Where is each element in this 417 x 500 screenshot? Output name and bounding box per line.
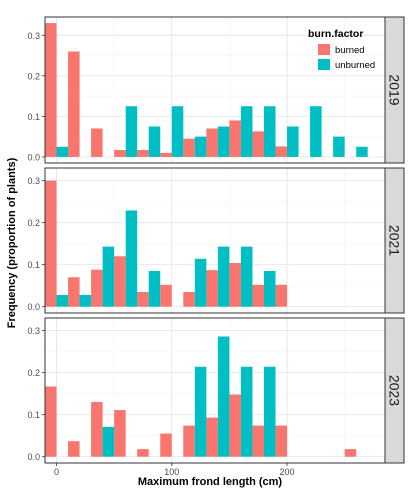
bar-burned-2023-200	[275, 425, 288, 457]
y-tick-label: 0.0	[27, 152, 40, 162]
y-axis-title: Frequency (proportion of plants)	[6, 157, 18, 328]
bar-burned-2019-140	[206, 128, 218, 157]
bar-burned-2021-60	[114, 256, 126, 307]
y-tick-label: 0.2	[27, 368, 40, 378]
x-tick-label: 100	[164, 467, 179, 477]
y-tick-label: 0.2	[27, 71, 40, 81]
y-tick-label: 0.0	[27, 452, 40, 462]
y-tick-label: 0.2	[27, 218, 40, 228]
bar-burned-2023-60	[114, 410, 126, 457]
bar-unburned-2019-60	[125, 106, 138, 157]
bar-burned-2021-40	[91, 269, 103, 307]
bar-unburned-2021-80	[148, 270, 161, 307]
y-tick-label: 0.0	[27, 302, 40, 312]
bar-burned-2019-120	[183, 138, 195, 157]
bar-burned-2021-200	[275, 284, 288, 307]
bar-burned-2021-120	[183, 291, 195, 307]
legend-title: burn.factor	[308, 28, 363, 40]
x-tick-label: 200	[280, 467, 295, 477]
bar-burned-2021-100	[160, 284, 172, 307]
bar-burned-2019-160	[229, 120, 241, 157]
bar-burned-2023-80	[137, 449, 149, 457]
bar-burned-2021-180	[252, 284, 264, 307]
bar-burned-2021-80	[137, 291, 149, 307]
y-tick-label: 0.3	[27, 176, 40, 186]
facet-strip	[384, 167, 405, 314]
facet-strip-label: 2019	[387, 74, 403, 105]
facet-strip	[384, 16, 405, 164]
bar-unburned-2021-60	[125, 210, 138, 307]
bar-unburned-2023-120	[194, 366, 207, 457]
bar-unburned-2019-80	[148, 126, 161, 157]
x-axis: 0 100 200	[54, 463, 295, 477]
bar-unburned-2023-160	[240, 366, 253, 457]
bar-unburned-2019-180	[263, 106, 276, 157]
bar-burned-2021-20	[68, 277, 80, 307]
bar-unburned-2019-160	[240, 106, 253, 157]
bar-burned-2021-160	[229, 262, 241, 307]
bar-burned-2019-40	[91, 128, 103, 157]
bar-unburned-2021-180	[263, 270, 276, 307]
legend: burn.factor burned unburned	[308, 28, 375, 71]
bar-unburned-2021-160	[240, 246, 253, 307]
bar-burned-2019-180	[252, 131, 264, 157]
x-axis-title: Maximum frond length (cm)	[138, 476, 283, 488]
y-tick-label: 0.3	[27, 31, 40, 41]
facet-strip-label: 2023	[387, 375, 403, 406]
bar-burned-2023-20	[68, 441, 80, 457]
bar-burned-2023-0	[45, 386, 57, 457]
y-tick-label: 0.1	[27, 112, 40, 122]
facet-panel-2023: 0.0 0.1 0.2 0.3 2023	[27, 317, 405, 464]
facet-panels: 0.00.10.20.320190.00.10.20.320210.00.10.…	[27, 16, 405, 464]
y-tick-label: 0.1	[27, 410, 40, 420]
bar-unburned-2023-40	[102, 426, 115, 457]
bar-unburned-2019-200	[287, 126, 299, 157]
facet-panel-2021: 0.0 0.1 0.2 0.3 2021	[27, 167, 405, 314]
legend-key-unburned	[318, 59, 330, 70]
bar-burned-2021-140	[206, 270, 218, 307]
bar-burned-2023-40	[91, 402, 103, 457]
facet-panel-2019: 0.0 0.1 0.2 0.3 2019	[27, 16, 405, 164]
bar-burned-2023-260	[344, 449, 357, 457]
bar-unburned-2019-220	[310, 106, 322, 157]
facet-strip	[384, 317, 405, 464]
bar-burned-2019-20	[68, 51, 80, 157]
bar-unburned-2019-140	[217, 126, 230, 157]
bar-burned-2019-200	[275, 146, 288, 157]
facet-strip-label: 2021	[387, 225, 403, 256]
y-tick-label: 0.3	[27, 326, 40, 336]
legend-key-burned	[318, 44, 330, 55]
bar-unburned-2019-260	[356, 146, 368, 157]
bar-burned-2023-120	[183, 425, 195, 457]
bar-unburned-2021-140	[217, 246, 230, 307]
bar-unburned-2021-40	[102, 246, 115, 307]
bar-burned-2021-0	[45, 180, 57, 307]
bar-unburned-2023-180	[263, 366, 276, 457]
bar-unburned-2023-140	[217, 336, 230, 457]
bar-unburned-2019-0	[56, 146, 69, 157]
bar-burned-2023-160	[229, 394, 241, 457]
bar-burned-2019-0	[45, 23, 57, 157]
bar-unburned-2021-0	[56, 294, 69, 307]
legend-label-unburned: unburned	[335, 60, 375, 71]
x-tick-label: 0	[54, 467, 59, 477]
bar-burned-2019-60	[114, 150, 126, 157]
bar-unburned-2019-120	[194, 136, 207, 157]
bar-unburned-2021-20	[79, 294, 92, 307]
y-tick-label: 0.1	[27, 260, 40, 270]
legend-label-burned: burned	[335, 45, 365, 56]
bar-burned-2019-100	[160, 152, 172, 157]
bar-burned-2023-100	[160, 433, 172, 457]
bar-unburned-2021-120	[194, 258, 207, 307]
bar-burned-2023-140	[206, 417, 218, 457]
bar-burned-2019-80	[137, 150, 149, 157]
bar-burned-2023-180	[252, 425, 264, 457]
bar-unburned-2019-100	[171, 106, 184, 157]
bar-unburned-2019-240	[333, 136, 345, 157]
